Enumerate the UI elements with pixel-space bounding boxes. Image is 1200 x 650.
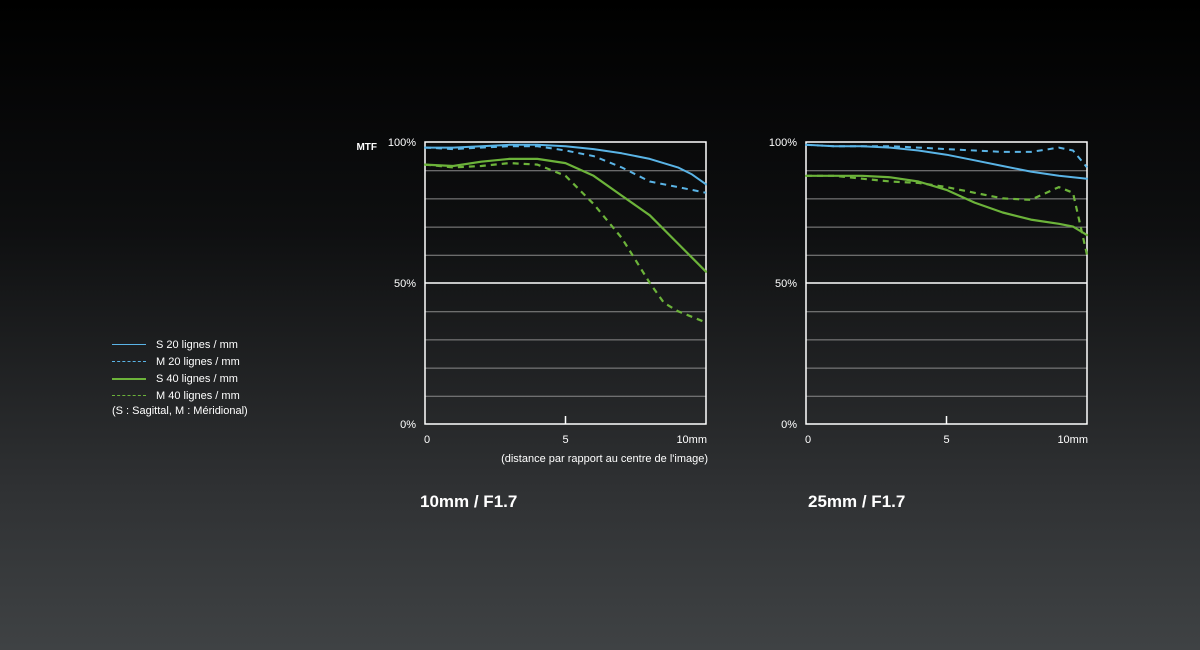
- legend-item-s20: S 20 lignes / mm: [112, 336, 248, 353]
- series-line-m-20-lignes-mm: [424, 145, 707, 194]
- y-axis-label: MTF: [356, 142, 377, 153]
- y-tick-label: 0%: [400, 419, 416, 431]
- legend-label-m20: M 20 lignes / mm: [156, 355, 240, 368]
- chart-title: 10mm / F1.7: [420, 492, 517, 511]
- x-axis-label: (distance par rapport au centre de l'ima…: [501, 453, 708, 465]
- chart-title: 25mm / F1.7: [808, 492, 905, 511]
- chart-10mm: 0% 50% 100% 0 5 10mm MTF (distance par rapport …: [356, 137, 708, 511]
- series-line-s-20-lignes-mm: [424, 143, 707, 186]
- series-line-m-40-lignes-mm: [806, 174, 1089, 256]
- x-tick-label: 5: [562, 434, 568, 446]
- y-tick-label: 50%: [775, 278, 797, 290]
- series-line-m-40-lignes-mm: [424, 162, 707, 324]
- x-tick-label: 0: [805, 434, 811, 446]
- series-line-s-20-lignes-mm: [805, 143, 1088, 180]
- x-tick-label: 10mm: [676, 434, 707, 446]
- y-tick-label: 0%: [781, 419, 797, 431]
- series-line-s-40-lignes-mm: [804, 174, 1089, 237]
- legend-item-m20: M 20 lignes / mm: [112, 353, 248, 370]
- y-tick-label: 100%: [769, 137, 797, 149]
- legend-item-m40: M 40 lignes / mm: [112, 387, 248, 404]
- legend-swatch-m20: [112, 358, 146, 366]
- legend-label-s40: S 40 lignes / mm: [156, 372, 238, 385]
- legend-item-s40: S 40 lignes / mm: [112, 370, 248, 387]
- x-tick-label: 5: [943, 434, 949, 446]
- legend: S 20 lignes / mm M 20 lignes / mm S 40 l…: [112, 336, 248, 417]
- series-line-m-20-lignes-mm: [805, 143, 1088, 169]
- series-line-s-40-lignes-mm: [423, 157, 708, 273]
- legend-label-m40: M 40 lignes / mm: [156, 389, 240, 402]
- legend-label-s20: S 20 lignes / mm: [156, 338, 238, 351]
- x-tick-label: 10mm: [1057, 434, 1088, 446]
- chart-25mm: 0% 50% 100% 0 5 10mm 25mm / F1.7: [769, 137, 1089, 511]
- legend-swatch-s20: [112, 341, 146, 349]
- y-tick-label: 50%: [394, 278, 416, 290]
- legend-swatch-m40: [112, 392, 146, 400]
- x-tick-label: 0: [424, 434, 430, 446]
- legend-note: (S : Sagittal, M : Méridional): [112, 405, 248, 417]
- legend-swatch-s40: [112, 375, 146, 383]
- y-tick-label: 100%: [388, 137, 416, 149]
